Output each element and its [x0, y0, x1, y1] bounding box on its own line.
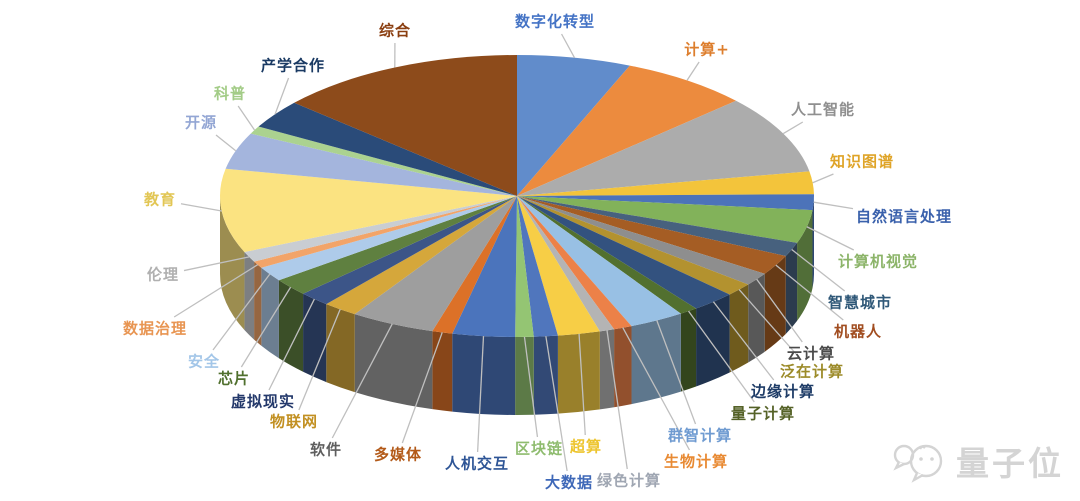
pie-slice-wall	[729, 284, 749, 373]
leader-line	[775, 264, 844, 321]
leader-line	[237, 105, 256, 131]
leader-line	[545, 336, 568, 472]
leader-line	[756, 278, 803, 343]
pie-slice-wall	[631, 313, 681, 405]
leader-line	[606, 330, 628, 470]
leader-line	[578, 333, 586, 436]
pie-slice	[250, 126, 517, 196]
leader-line	[331, 323, 393, 439]
pie-slice	[432, 196, 517, 334]
leader-line	[183, 256, 250, 272]
leader-lines	[173, 33, 855, 472]
pie-slice-wall	[220, 196, 245, 330]
qbitai-logo-icon	[893, 444, 943, 483]
pie-slice	[225, 133, 517, 196]
pie-slice-wall	[354, 314, 433, 410]
leader-line	[401, 332, 443, 444]
pie-slice-wall	[680, 308, 697, 392]
pie-slice-wall	[432, 331, 453, 412]
pie-slice	[278, 196, 517, 294]
pie-slice	[517, 196, 632, 330]
pie-slice-wall	[278, 280, 304, 372]
pie-slice-wall	[254, 261, 262, 346]
leader-line	[560, 33, 576, 58]
pie-slice-wall	[452, 333, 516, 415]
pie-slice-wall	[599, 329, 615, 410]
pie-slice	[517, 196, 615, 332]
pie-slice	[517, 196, 730, 309]
pie-slice	[517, 194, 814, 211]
pie-slice-wall	[326, 304, 355, 393]
leader-line	[212, 273, 271, 351]
pie-slice	[517, 65, 737, 196]
leader-line	[806, 226, 855, 251]
pie-slice	[517, 196, 558, 337]
pie-slice	[452, 196, 517, 337]
leader-line	[274, 77, 290, 115]
pie-slice	[517, 196, 798, 257]
pie-slice	[326, 196, 517, 315]
leader-line	[656, 320, 697, 425]
leader-line	[523, 336, 539, 438]
pie-slice-wall	[303, 293, 327, 383]
leader-line	[215, 134, 237, 152]
pie-slice	[517, 196, 600, 336]
pie-slice	[517, 196, 749, 295]
pie-slice	[517, 100, 810, 196]
pie-slice-wall	[244, 251, 255, 340]
leader-line	[298, 309, 341, 411]
pie-slice	[517, 196, 697, 314]
pie-slice	[517, 196, 813, 243]
pie-slice-wall	[696, 294, 730, 387]
leader-line	[712, 301, 775, 381]
leader-line	[180, 203, 222, 212]
pie-slice-wall	[515, 336, 534, 415]
watermark-text: 量子位	[956, 444, 1064, 483]
pie-slice	[515, 196, 534, 337]
leader-line	[622, 327, 691, 451]
leader-line	[782, 121, 804, 135]
pie-slice	[244, 196, 517, 262]
pie-slice-wall	[533, 335, 558, 415]
leader-line	[812, 173, 834, 184]
pie-slice-wall	[557, 331, 600, 414]
pie-slice	[254, 196, 517, 268]
pie-slice	[219, 168, 517, 252]
leader-line	[813, 201, 854, 210]
pie-slice-wall	[785, 242, 798, 335]
pie-slice	[258, 102, 517, 196]
leader-line	[686, 61, 700, 81]
pie-slice	[354, 196, 517, 332]
leader-line	[476, 336, 485, 453]
leader-line	[240, 286, 292, 368]
pie-slice	[303, 196, 517, 305]
pie-slice-wall	[261, 267, 279, 359]
pie-slice-wall	[797, 210, 813, 321]
leader-line	[173, 264, 258, 318]
pie-slice	[517, 196, 681, 327]
pie-slice	[261, 196, 517, 281]
pie-slice	[517, 171, 814, 196]
pie-slice	[517, 55, 630, 196]
pie-slice	[517, 196, 765, 285]
leader-line	[738, 289, 802, 361]
leader-line	[688, 310, 755, 403]
watermark: 量子位	[890, 437, 1064, 485]
pie-slice	[294, 55, 517, 196]
pie-slice-wall	[614, 326, 632, 408]
leader-line	[791, 249, 846, 292]
pie-slice	[517, 196, 786, 274]
leader-line	[268, 298, 315, 391]
pie-top-surfaces	[219, 55, 814, 337]
pie-slice-wall	[812, 196, 814, 289]
pie-slice-wall	[748, 273, 765, 363]
